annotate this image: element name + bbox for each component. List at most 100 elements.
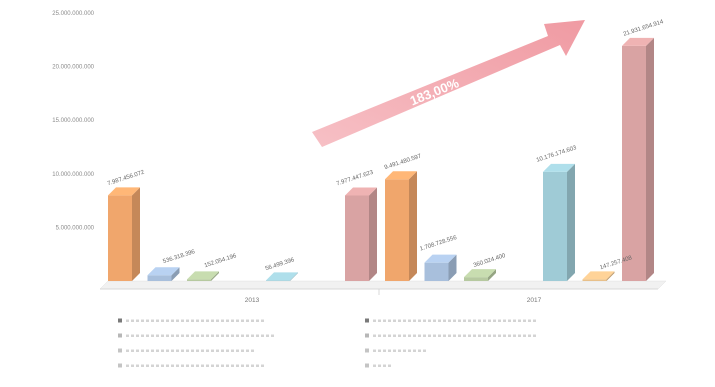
legend-text-blur [423,319,426,322]
legend-swatch [118,363,122,368]
y-tick-label: 5.000.000.000 [56,225,95,231]
legend-text-blur [373,319,376,322]
legend-text-blur [191,319,194,322]
legend-text-blur [216,349,219,352]
legend-text-blur [388,349,391,352]
bar-front [622,45,646,282]
legend-text-blur [231,364,234,367]
legend-swatch [118,318,122,323]
legend-text-blur [131,364,134,367]
legend-text-blur [383,349,386,352]
legend-text-blur [236,319,239,322]
data-label: 9.491.480.597 [384,153,423,171]
legend-text-blur [473,334,476,337]
legend-text-blur [206,364,209,367]
legend-text-blur [478,319,481,322]
legend-text-blur [196,364,199,367]
legend-text-blur [141,349,144,352]
legend-item [118,333,274,338]
bar-side [488,269,496,281]
legend-text-blur [146,334,149,337]
legend-text-blur [236,364,239,367]
legend-text-blur [191,349,194,352]
y-tick-label: 20.000.000.000 [52,65,94,71]
legend-text-blur [156,334,159,337]
legend-text-blur [181,334,184,337]
legend-text-blur [171,349,174,352]
arrow-shape [312,20,585,147]
growth-arrow: 183,00% [312,20,585,147]
legend-text-blur [508,334,511,337]
legend-text-blur [403,319,406,322]
y-axis: 5.000.000.000 10.000.000.000 15.000.000.00… [52,11,94,231]
legend-text-blur [141,319,144,322]
legend-swatch [365,318,369,323]
legend-swatch [365,333,369,338]
legend-text-blur [488,319,491,322]
legend-text-blur [236,349,239,352]
legend-text-blur [126,349,129,352]
legend-text-blur [241,364,244,367]
legend-text-blur [206,334,209,337]
legend-text-blur [256,334,259,337]
data-label: 10.176.174.603 [536,145,578,164]
legend-item [365,333,536,338]
legend-text-blur [186,349,189,352]
legend-text-blur [226,364,229,367]
legend-text-blur [463,334,466,337]
data-label: 360.024.400 [473,253,507,269]
data-label: 536.318.396 [162,249,196,265]
legend-item [365,318,536,323]
bar-front [582,279,607,281]
bar-side [409,171,417,281]
legend-text-blur [418,319,421,322]
bar [385,171,417,281]
legend-text-blur [256,319,259,322]
legend-text-blur [383,334,386,337]
legend-text-blur [206,319,209,322]
legend-text-blur [176,334,179,337]
legend-text-blur [246,334,249,337]
legend-text-blur [393,319,396,322]
legend-text-blur [226,349,229,352]
bar-front [147,275,172,281]
legend-text-blur [146,364,149,367]
legend-text-blur [508,319,511,322]
data-label: 7.987.456.072 [107,170,146,188]
legend-text-blur [488,334,491,337]
legend-text-blur [393,334,396,337]
legend-text-blur [513,319,516,322]
plot-floor [99,280,667,290]
legend [118,318,536,368]
legend-swatch [118,333,122,338]
legend-text-blur [151,349,154,352]
legend-text-blur [428,319,431,322]
legend-text-blur [201,334,204,337]
legend-text-blur [246,349,249,352]
bar-top [385,171,417,180]
legend-text-blur [458,319,461,322]
legend-text-blur [398,349,401,352]
legend-text-blur [216,334,219,337]
bar-top [345,187,377,196]
bar-front [424,262,449,281]
legend-text-blur [166,364,169,367]
legend-text-blur [448,334,451,337]
legend-text-blur [473,319,476,322]
bars [108,37,654,282]
legend-text-blur [181,349,184,352]
legend-text-blur [126,364,129,367]
legend-text-blur [136,334,139,337]
legend-text-blur [528,334,531,337]
legend-text-blur [388,364,391,367]
legend-text-blur [388,319,391,322]
legend-text-blur [513,334,516,337]
legend-text-blur [191,364,194,367]
x-tick-label: 2017 [527,297,542,304]
legend-text-blur [443,319,446,322]
bar-front [266,280,290,281]
legend-text-blur [483,334,486,337]
legend-text-blur [141,334,144,337]
legend-text-blur [171,319,174,322]
legend-text-blur [211,349,214,352]
